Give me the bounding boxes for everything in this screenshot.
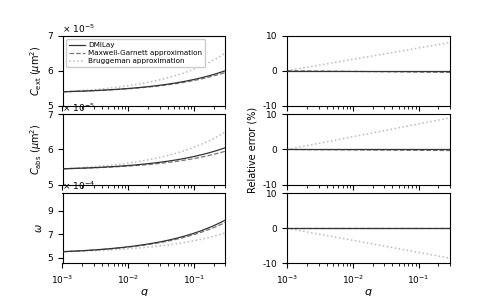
Y-axis label: Relative error (%): Relative error (%) [247,107,257,192]
Bruggeman approximation [60,167,66,170]
Bruggeman approximation [138,246,144,250]
Maxwell-Garnett approximation [156,84,162,88]
Maxwell-Garnett approximation [222,71,228,74]
Maxwell-Garnett approximation [222,221,228,224]
Bruggeman approximation [137,160,143,163]
Y-axis label: $C_{\mathrm{abs}}$ ($\mu$m$^2$): $C_{\mathrm{abs}}$ ($\mu$m$^2$) [28,124,44,175]
Bruggeman approximation [156,156,162,159]
Maxwell-Garnett approximation [60,90,66,94]
Line: DMiLay: DMiLay [62,148,226,169]
Maxwell-Garnett approximation [148,242,154,246]
Bruggeman approximation [193,239,199,242]
Maxwell-Garnett approximation [138,86,144,90]
Line: Bruggeman approximation: Bruggeman approximation [62,132,226,169]
Bruggeman approximation [222,231,228,235]
DMiLay [156,160,162,164]
Line: DMiLay: DMiLay [62,71,226,92]
Maxwell-Garnett approximation [218,151,224,154]
Maxwell-Garnett approximation [60,250,66,253]
Bruggeman approximation [60,250,66,253]
Maxwell-Garnett approximation [137,86,143,90]
Bruggeman approximation [156,78,162,82]
DMiLay [148,162,154,165]
DMiLay [193,77,199,81]
Y-axis label: $C_{\mathrm{ext}}$ ($\mu$m$^2$): $C_{\mathrm{ext}}$ ($\mu$m$^2$) [28,46,44,96]
Maxwell-Garnett approximation [148,85,154,89]
Legend: DMiLay, Maxwell-Garnett approximation, Bruggeman approximation: DMiLay, Maxwell-Garnett approximation, B… [66,39,205,67]
Bruggeman approximation [193,145,199,148]
Line: Maxwell-Garnett approximation: Maxwell-Garnett approximation [62,222,226,252]
Maxwell-Garnett approximation [156,162,162,165]
DMiLay [222,69,228,73]
DMiLay [156,240,162,244]
Maxwell-Garnett approximation [138,163,144,167]
DMiLay [156,83,162,87]
Maxwell-Garnett approximation [137,163,143,167]
Bruggeman approximation [148,157,154,161]
DMiLay [60,167,66,170]
Maxwell-Garnett approximation [193,232,199,236]
DMiLay [138,243,144,247]
DMiLay [60,250,66,253]
Bruggeman approximation [218,133,224,136]
Maxwell-Garnett approximation [137,244,143,247]
Line: Bruggeman approximation: Bruggeman approximation [62,233,226,252]
Line: DMiLay: DMiLay [62,220,226,252]
X-axis label: $q$: $q$ [364,287,373,296]
Text: $\times\ 10^{-5}$: $\times\ 10^{-5}$ [62,101,96,114]
Maxwell-Garnett approximation [156,241,162,244]
Bruggeman approximation [60,90,66,94]
DMiLay [148,242,154,245]
Line: Maxwell-Garnett approximation: Maxwell-Garnett approximation [62,73,226,92]
DMiLay [222,146,228,149]
Bruggeman approximation [138,159,144,163]
DMiLay [137,86,143,89]
Maxwell-Garnett approximation [222,149,228,153]
Bruggeman approximation [148,80,154,84]
DMiLay [148,85,154,88]
Maxwell-Garnett approximation [193,156,199,160]
DMiLay [218,147,224,151]
Bruggeman approximation [148,245,154,249]
DMiLay [222,218,228,222]
DMiLay [193,231,199,234]
Line: Bruggeman approximation: Bruggeman approximation [62,53,226,92]
Bruggeman approximation [138,82,144,86]
DMiLay [60,90,66,94]
Text: $\times\ 10^{-5}$: $\times\ 10^{-5}$ [62,22,96,35]
Text: $\times\ 10^{-4}$: $\times\ 10^{-4}$ [62,180,96,192]
Bruggeman approximation [137,82,143,86]
Y-axis label: $\omega$: $\omega$ [34,223,44,233]
Bruggeman approximation [156,244,162,248]
DMiLay [138,86,144,89]
Maxwell-Garnett approximation [138,244,144,247]
Maxwell-Garnett approximation [193,78,199,82]
X-axis label: $q$: $q$ [140,287,148,296]
DMiLay [137,163,143,166]
Maxwell-Garnett approximation [148,163,154,166]
Line: Maxwell-Garnett approximation: Maxwell-Garnett approximation [62,151,226,169]
Bruggeman approximation [193,67,199,70]
DMiLay [193,154,199,158]
Bruggeman approximation [222,130,228,134]
DMiLay [137,244,143,247]
Maxwell-Garnett approximation [218,223,224,226]
Bruggeman approximation [218,232,224,236]
Bruggeman approximation [137,246,143,250]
DMiLay [218,220,224,224]
Bruggeman approximation [222,51,228,55]
DMiLay [138,163,144,166]
Maxwell-Garnett approximation [60,167,66,170]
Bruggeman approximation [218,54,224,57]
DMiLay [218,70,224,74]
Maxwell-Garnett approximation [218,72,224,75]
